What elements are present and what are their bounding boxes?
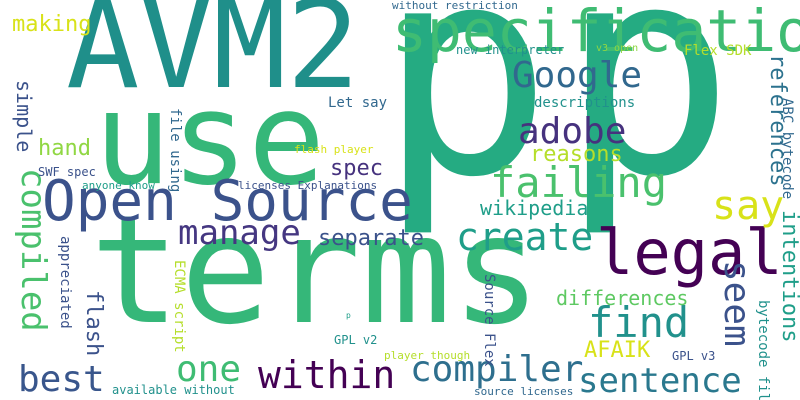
word-ecma-script: ECMA script [171, 260, 187, 353]
word-seem: seem [716, 260, 757, 347]
word-flash: flash [81, 290, 106, 357]
word-spec: spec [330, 156, 383, 181]
word-differences: differences [556, 286, 689, 310]
word-p-small: p [346, 311, 351, 320]
word-hand-visible: hand [38, 136, 91, 161]
word-gpl-v2: GPL v2 [334, 333, 378, 347]
word-making: making [12, 12, 92, 37]
word-say: say [712, 183, 785, 229]
word-anyone-know: anyone know [82, 179, 155, 192]
word-one: one [176, 349, 242, 390]
word-afaik: AFAIK [584, 338, 651, 363]
word-reasons: reasons [530, 142, 623, 167]
word-intentions: intentions [777, 210, 800, 343]
word-create: create [456, 215, 594, 259]
word-open-source: Open Source [42, 169, 413, 234]
word-available-without: available without [112, 383, 235, 397]
word-find: find [588, 298, 690, 347]
word-appreciated: appreciated [57, 236, 73, 329]
word-without-restriction: without restriction [392, 0, 518, 12]
word-wikipedia: wikipedia [480, 196, 589, 220]
word-legal: legal [596, 216, 783, 289]
word-descriptions: descriptions [534, 95, 636, 111]
word-player-though: player though [384, 349, 471, 362]
word-flex-sdk: Flex SDK [684, 43, 752, 59]
word-adobe: adobe [518, 111, 627, 152]
word-p-large-1: p [378, 0, 553, 241]
word-let-say: Let say [328, 95, 388, 111]
word-separate: separate [318, 226, 424, 251]
word-manage: manage [178, 213, 301, 253]
word-google: Google [512, 55, 643, 96]
word-abc-bytecode: ABC bytecode [779, 98, 795, 200]
word-compiled: compiled [13, 168, 53, 332]
word-specification: specification [392, 0, 800, 65]
word-best: best [18, 359, 105, 400]
word-failing: failing [490, 158, 668, 207]
word-use: use [94, 65, 326, 214]
word-bytecode-file: bytecode file [755, 300, 771, 400]
word-terms: terms [90, 184, 542, 358]
word-v3-open: v3 open [596, 43, 639, 54]
word-avm2: AVM2 [66, 0, 360, 116]
word-new-interpreter: new interpreter [456, 43, 565, 57]
word-simple: simple [12, 80, 36, 153]
word-file-using: file using [167, 108, 183, 193]
word-flash-player: flash player [294, 143, 374, 156]
word-gpl-v3: GPL v3 [672, 349, 716, 363]
word-compiler: compiler [410, 349, 584, 390]
word-p-large-2: p [560, 0, 735, 241]
word-source-licenses: source licenses [474, 385, 574, 398]
word-within: within [258, 353, 396, 397]
word-swf-spec: SWF spec [38, 165, 96, 179]
word-sentence: sentence [578, 361, 742, 400]
word-source-flex: Source Flex [481, 274, 497, 367]
word-licenses-explanations: licenses Explanations [238, 179, 378, 192]
